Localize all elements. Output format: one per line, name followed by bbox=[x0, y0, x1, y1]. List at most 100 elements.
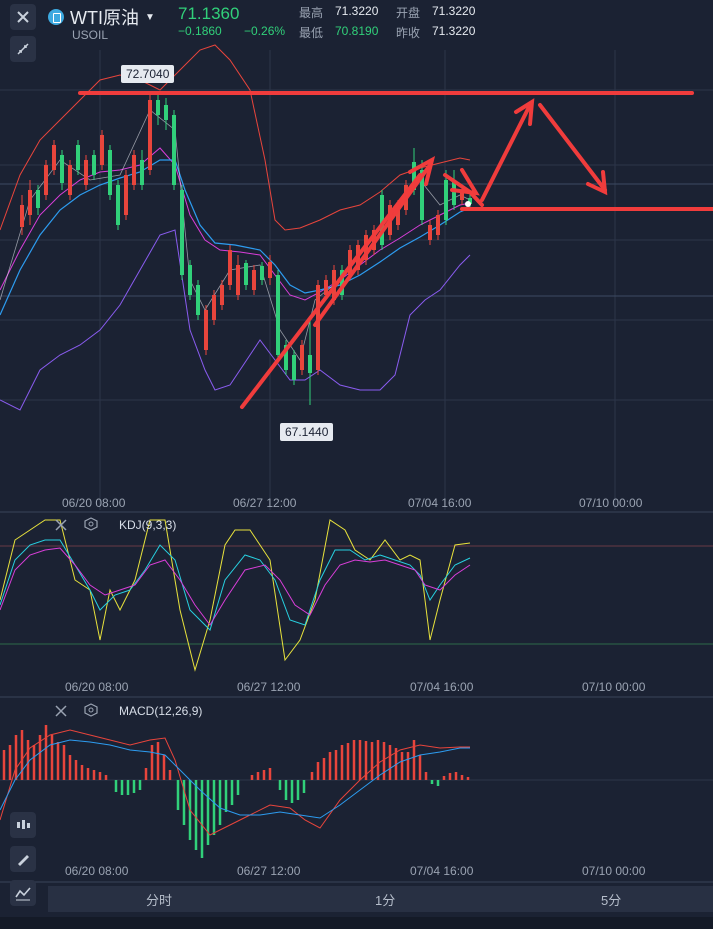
candle bbox=[140, 160, 144, 185]
candle bbox=[380, 195, 384, 245]
date-label: 07/10 00:00 bbox=[582, 864, 646, 878]
stat-label-open: 开盘 bbox=[396, 6, 421, 20]
kdj-k-line bbox=[0, 539, 471, 631]
indicator-tool-button[interactable] bbox=[10, 880, 36, 906]
candle-tool-button[interactable] bbox=[10, 812, 36, 838]
ticker-strip bbox=[0, 917, 713, 929]
candle bbox=[156, 100, 160, 115]
candle bbox=[68, 165, 72, 195]
kdj-j-line bbox=[0, 519, 471, 672]
candle bbox=[36, 190, 40, 208]
candle bbox=[228, 250, 232, 285]
timeframe-tabs: 分时 1分 5分 bbox=[48, 886, 713, 912]
ma-line bbox=[0, 159, 471, 316]
symbol-selector[interactable]: WTI原油 ▼ bbox=[48, 4, 155, 30]
date-label: 06/27 12:00 bbox=[233, 496, 297, 510]
candle bbox=[44, 165, 48, 195]
candle bbox=[180, 190, 184, 275]
candle bbox=[244, 263, 248, 285]
draw-tool-button[interactable] bbox=[10, 846, 36, 872]
candle bbox=[420, 170, 424, 220]
close-indicator-icon[interactable] bbox=[55, 704, 67, 722]
low-price-label: 67.1440 bbox=[280, 423, 334, 441]
close-icon bbox=[17, 11, 29, 23]
symbol-name: WTI原油 bbox=[70, 8, 139, 28]
fullscreen-button[interactable] bbox=[10, 36, 36, 62]
candle bbox=[92, 155, 96, 175]
candle bbox=[428, 225, 432, 240]
lower-band bbox=[0, 229, 471, 411]
tab-timeshare[interactable]: 分时 bbox=[146, 893, 173, 908]
candle bbox=[396, 205, 400, 225]
candle bbox=[20, 205, 24, 227]
kdj-label: KDJ(9,3,3) bbox=[119, 518, 177, 532]
candle bbox=[148, 100, 152, 170]
price-change-pct: −0.26% bbox=[244, 24, 286, 38]
candle bbox=[436, 215, 440, 235]
last-price-dot bbox=[465, 201, 471, 207]
stat-label-prevclose: 昨收 bbox=[396, 26, 421, 40]
candle bbox=[292, 355, 296, 380]
candle bbox=[468, 198, 472, 204]
date-label: 06/20 08:00 bbox=[65, 680, 129, 694]
candle bbox=[324, 280, 328, 295]
candle bbox=[100, 135, 104, 165]
candle bbox=[108, 150, 112, 195]
candle bbox=[188, 265, 192, 295]
symbol-logo-icon bbox=[48, 9, 64, 25]
candle bbox=[196, 285, 200, 315]
date-label: 06/27 12:00 bbox=[237, 680, 301, 694]
last-price: 71.1360 bbox=[178, 4, 240, 23]
stat-label-high: 最高 bbox=[299, 6, 324, 20]
arrow-head bbox=[408, 156, 436, 186]
symbol-code: USOIL bbox=[72, 28, 109, 42]
candle bbox=[220, 285, 224, 305]
candle bbox=[460, 190, 464, 200]
tab-1min[interactable]: 1分 bbox=[375, 893, 396, 908]
candle bbox=[212, 295, 216, 320]
candle bbox=[84, 160, 88, 185]
candle bbox=[284, 345, 288, 370]
candlestick-icon bbox=[17, 820, 30, 829]
close-button[interactable] bbox=[10, 4, 36, 30]
macd-label: MACD(12,26,9) bbox=[119, 704, 203, 718]
stat-value-prevclose: 71.3220 bbox=[432, 24, 476, 38]
down-arrow bbox=[538, 103, 607, 192]
tab-5min[interactable]: 5分 bbox=[601, 893, 622, 908]
short-ma-line bbox=[0, 109, 471, 361]
candle bbox=[76, 145, 80, 170]
price-change: −0.1860 bbox=[178, 24, 222, 38]
candle bbox=[236, 265, 240, 295]
close-indicator-icon[interactable] bbox=[55, 518, 67, 536]
candle bbox=[172, 115, 176, 185]
candle bbox=[204, 310, 208, 350]
up-trend-arrow-2 bbox=[313, 163, 432, 327]
candle bbox=[300, 345, 304, 370]
stat-value-open: 71.3220 bbox=[432, 4, 476, 18]
collapse-icon bbox=[17, 43, 29, 55]
stat-value-low: 70.8190 bbox=[335, 24, 379, 38]
candle bbox=[252, 270, 256, 290]
candle bbox=[268, 262, 272, 278]
candlesticks bbox=[20, 95, 472, 405]
candle bbox=[308, 355, 312, 373]
date-label: 07/04 16:00 bbox=[410, 680, 474, 694]
pencil-icon bbox=[18, 855, 29, 866]
date-label: 07/04 16:00 bbox=[410, 864, 474, 878]
settings-hex-icon[interactable] bbox=[84, 517, 98, 536]
macd-lines bbox=[0, 729, 470, 836]
up-trend-arrow-1 bbox=[240, 173, 422, 409]
line-chart-icon bbox=[15, 887, 31, 901]
stat-label-low: 最低 bbox=[299, 26, 324, 40]
candle bbox=[452, 180, 456, 205]
candle bbox=[340, 270, 344, 295]
macd-dif-line bbox=[0, 729, 470, 836]
macd-histogram bbox=[2, 725, 470, 858]
stat-value-high: 71.3220 bbox=[335, 4, 379, 18]
date-label: 06/20 08:00 bbox=[65, 864, 129, 878]
date-label: 07/10 00:00 bbox=[579, 496, 643, 510]
date-label: 07/10 00:00 bbox=[582, 680, 646, 694]
settings-hex-icon[interactable] bbox=[84, 703, 98, 722]
candle bbox=[124, 175, 128, 215]
